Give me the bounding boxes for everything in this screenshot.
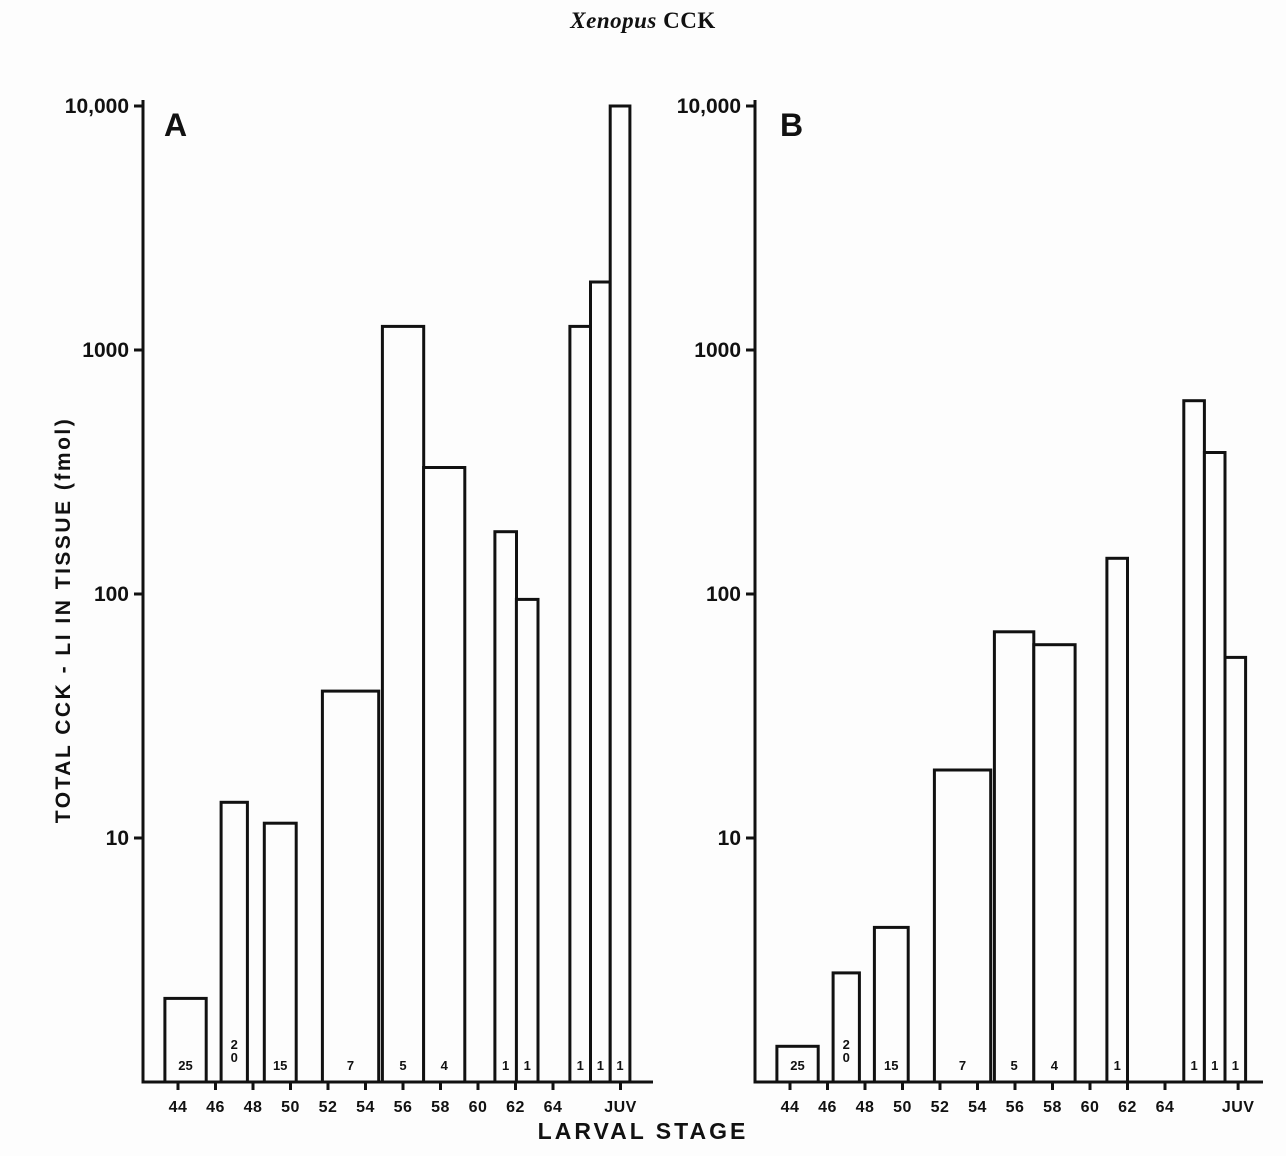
x-tick-label: JUV — [604, 1099, 637, 1116]
x-tick-label: 52 — [931, 1099, 950, 1116]
y-tick-label: 10,000 — [677, 95, 741, 118]
x-tick-label: 52 — [319, 1099, 338, 1116]
y-tick-label: 10,000 — [65, 95, 129, 118]
bar-n-label: 4 — [1051, 1058, 1059, 1073]
bar — [1182, 399, 1206, 1084]
bar-n-label: 1 — [1211, 1058, 1218, 1073]
y-tick-label: 10 — [718, 827, 741, 850]
y-axis-title: TOTAL CCK - LI IN TISSUE (fmol) — [52, 416, 75, 824]
bar-n-label: 4 — [441, 1058, 449, 1073]
bar-n-label: 1 — [1190, 1058, 1197, 1073]
x-tick-label: 54 — [968, 1099, 987, 1116]
bar — [1223, 655, 1248, 1084]
bar — [493, 530, 518, 1084]
x-tick-label: 64 — [544, 1099, 563, 1116]
y-tick-label: 100 — [94, 583, 129, 606]
x-tick-label: 46 — [818, 1099, 837, 1116]
bar — [514, 597, 540, 1084]
x-tick-label: 46 — [206, 1099, 225, 1116]
y-tick-label: 100 — [706, 583, 741, 606]
x-tick-label: 60 — [1081, 1099, 1100, 1116]
bar — [219, 800, 249, 1084]
bar-n-label: 1 — [616, 1058, 623, 1073]
x-tick-label: 62 — [506, 1099, 525, 1116]
bar-n-label: 1 — [1232, 1058, 1239, 1073]
figure-title-species: Xenopus — [570, 8, 657, 33]
bar-n-label: 1 — [524, 1058, 531, 1073]
bar-n-label: 1 — [577, 1058, 584, 1073]
panel-label: A — [164, 107, 187, 143]
figure-title: Xenopus CCK — [0, 8, 1286, 34]
bar-n-label: 25 — [790, 1058, 804, 1073]
bar-n-label: 15 — [884, 1058, 898, 1073]
bar-n-label: 7 — [347, 1058, 354, 1073]
bar-n-label: 25 — [178, 1058, 192, 1073]
bar-n-label: 1 — [502, 1058, 509, 1073]
x-tick-label: 58 — [431, 1099, 450, 1116]
bar — [932, 768, 993, 1084]
bar — [320, 689, 381, 1084]
bar — [831, 971, 861, 1084]
bar-n-label: 1 — [597, 1058, 604, 1073]
x-tick-label: 44 — [781, 1099, 800, 1116]
bar-n-label: 15 — [273, 1058, 287, 1073]
x-tick-label: 44 — [169, 1099, 188, 1116]
x-tick-label: 48 — [244, 1099, 263, 1116]
y-tick-label: 1000 — [82, 339, 129, 362]
x-tick-label: 48 — [856, 1099, 875, 1116]
x-tick-label: 62 — [1118, 1099, 1137, 1116]
x-tick-label: 56 — [394, 1099, 413, 1116]
bar-n-label: 5 — [399, 1058, 406, 1073]
x-tick-label: 50 — [281, 1099, 300, 1116]
x-tick-label: 58 — [1043, 1099, 1062, 1116]
bar — [262, 821, 298, 1084]
x-tick-label: JUV — [1222, 1099, 1255, 1116]
bar — [1032, 643, 1077, 1084]
x-tick-label: 54 — [356, 1099, 375, 1116]
x-tick-label: 64 — [1156, 1099, 1175, 1116]
figure-title-rest: CCK — [656, 8, 716, 33]
bar — [1202, 451, 1227, 1084]
bar — [380, 324, 426, 1084]
bar — [589, 280, 612, 1084]
bar-n-label: 7 — [959, 1058, 966, 1073]
panel-label: B — [780, 107, 803, 143]
x-tick-label: 60 — [469, 1099, 488, 1116]
bar-n-label: 5 — [1010, 1058, 1017, 1073]
y-tick-label: 1000 — [694, 339, 741, 362]
y-tick-label: 10 — [106, 827, 129, 850]
x-tick-label: 56 — [1006, 1099, 1025, 1116]
bar — [992, 630, 1036, 1084]
x-axis-title: LARVAL STAGE — [537, 1118, 749, 1144]
bar — [1105, 556, 1130, 1084]
x-tick-label: 50 — [893, 1099, 912, 1116]
bar — [568, 324, 593, 1084]
bar-n-label: 1 — [1114, 1058, 1121, 1073]
bar — [422, 466, 467, 1084]
bar — [608, 104, 632, 1084]
